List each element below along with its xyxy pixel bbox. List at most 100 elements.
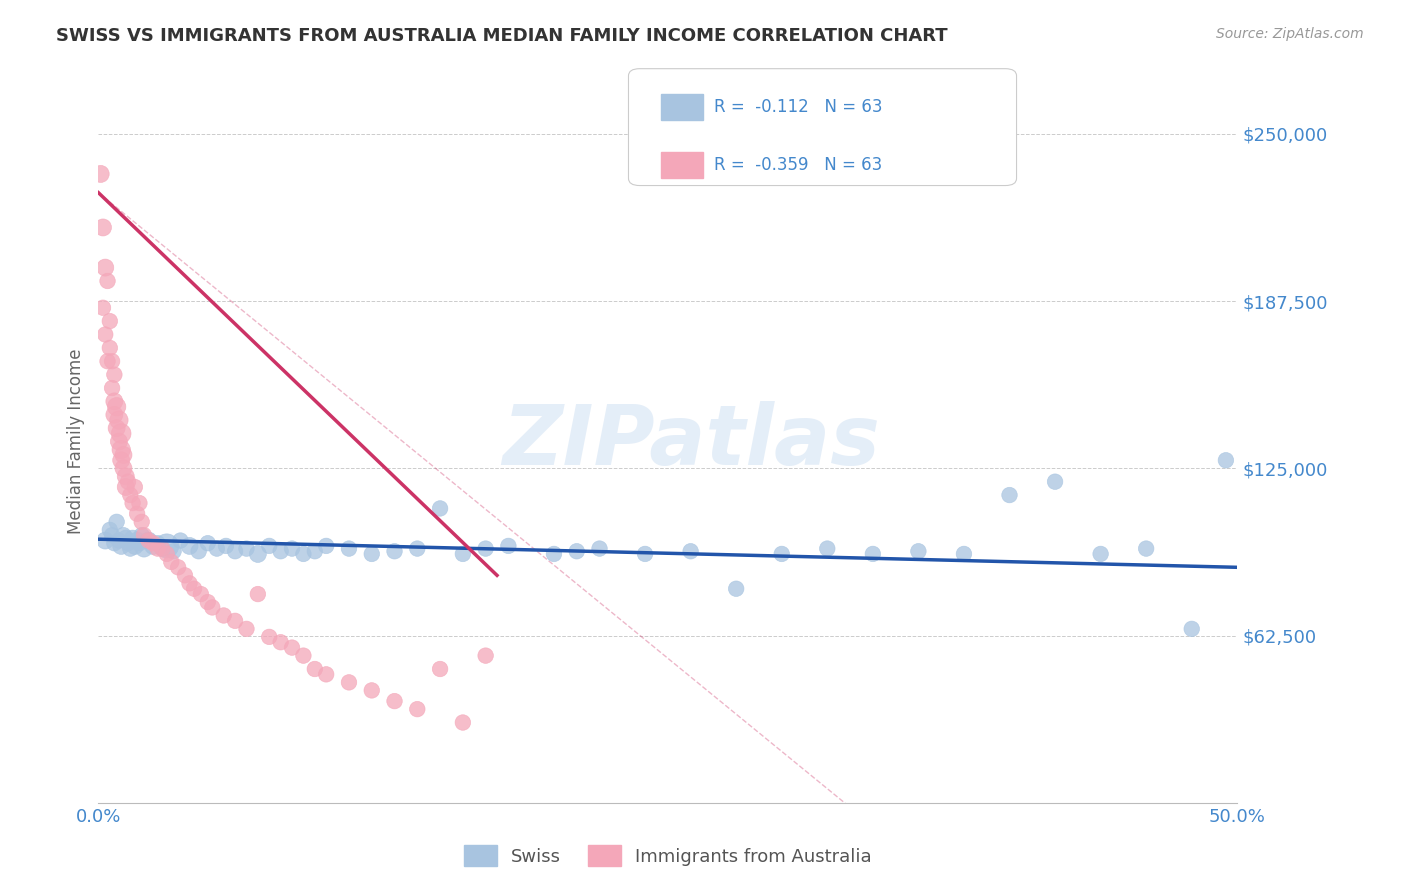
Point: [105, 515, 128, 529]
Point: [588, 541, 610, 556]
Point: [281, 541, 304, 556]
Point: [953, 547, 976, 561]
Point: [124, 480, 146, 494]
Point: [94, 260, 117, 275]
Point: [725, 582, 748, 596]
Point: [169, 533, 191, 548]
Point: [128, 536, 150, 550]
Point: [103, 368, 125, 382]
Text: Source: ZipAtlas.com: Source: ZipAtlas.com: [1216, 27, 1364, 41]
Point: [162, 544, 184, 558]
Point: [150, 541, 173, 556]
Point: [142, 539, 165, 553]
Point: [101, 528, 124, 542]
Point: [304, 662, 326, 676]
Point: [212, 608, 235, 623]
Point: [110, 426, 132, 441]
Point: [304, 544, 326, 558]
Point: [101, 354, 124, 368]
Point: [132, 528, 155, 542]
Point: [907, 544, 929, 558]
Point: [96, 354, 118, 368]
Point: [112, 461, 135, 475]
Point: [429, 662, 451, 676]
Point: [120, 541, 142, 556]
Point: [127, 507, 149, 521]
Point: [110, 442, 132, 457]
Point: [91, 301, 114, 315]
Point: [315, 667, 337, 681]
Point: [179, 539, 201, 553]
Point: [103, 394, 125, 409]
Point: [103, 536, 125, 550]
Point: [108, 533, 131, 548]
Point: [270, 544, 292, 558]
Point: [174, 568, 197, 582]
Point: [128, 496, 150, 510]
Point: [132, 541, 155, 556]
Point: [131, 528, 153, 542]
Point: [156, 547, 179, 561]
Point: [101, 381, 124, 395]
Point: [1090, 547, 1112, 561]
Point: [190, 587, 212, 601]
Point: [565, 544, 588, 558]
Point: [146, 536, 169, 550]
Point: [121, 531, 143, 545]
Point: [384, 544, 406, 558]
Point: [138, 533, 160, 548]
Point: [406, 702, 429, 716]
Point: [679, 544, 702, 558]
Point: [179, 576, 201, 591]
Point: [103, 408, 125, 422]
Point: [451, 715, 474, 730]
Point: [815, 541, 838, 556]
Point: [474, 648, 496, 663]
Point: [120, 488, 142, 502]
Point: [131, 515, 153, 529]
Point: [634, 547, 657, 561]
Point: [205, 541, 228, 556]
Point: [98, 314, 121, 328]
Legend: Swiss, Immigrants from Australia: Swiss, Immigrants from Australia: [457, 838, 879, 873]
Point: [337, 675, 360, 690]
Point: [215, 539, 238, 553]
Point: [150, 541, 173, 556]
Point: [451, 547, 474, 561]
Point: [108, 434, 131, 449]
Point: [770, 547, 793, 561]
Point: [197, 595, 219, 609]
Text: R =  -0.112   N = 63: R = -0.112 N = 63: [714, 98, 883, 116]
Point: [235, 541, 257, 556]
Point: [406, 541, 429, 556]
Point: [259, 539, 281, 553]
Point: [360, 547, 382, 561]
Point: [156, 539, 179, 553]
Point: [187, 544, 209, 558]
Y-axis label: Median Family Income: Median Family Income: [66, 349, 84, 534]
Point: [197, 536, 219, 550]
Point: [91, 220, 114, 235]
Point: [1181, 622, 1204, 636]
Point: [138, 533, 160, 548]
Point: [360, 683, 382, 698]
Text: R =  -0.359   N = 63: R = -0.359 N = 63: [714, 156, 883, 174]
Point: [292, 547, 315, 561]
Point: [998, 488, 1021, 502]
Point: [1215, 453, 1237, 467]
Point: [121, 496, 143, 510]
Point: [337, 541, 360, 556]
Point: [543, 547, 565, 561]
Point: [183, 582, 205, 596]
Point: [1135, 541, 1157, 556]
Point: [94, 533, 117, 548]
Point: [1043, 475, 1066, 489]
Point: [96, 274, 118, 288]
Point: [167, 560, 190, 574]
Point: [110, 539, 132, 553]
Point: [108, 413, 131, 427]
Text: ZIPatlas: ZIPatlas: [502, 401, 880, 482]
Point: [112, 528, 135, 542]
Point: [429, 501, 451, 516]
Point: [224, 614, 246, 628]
